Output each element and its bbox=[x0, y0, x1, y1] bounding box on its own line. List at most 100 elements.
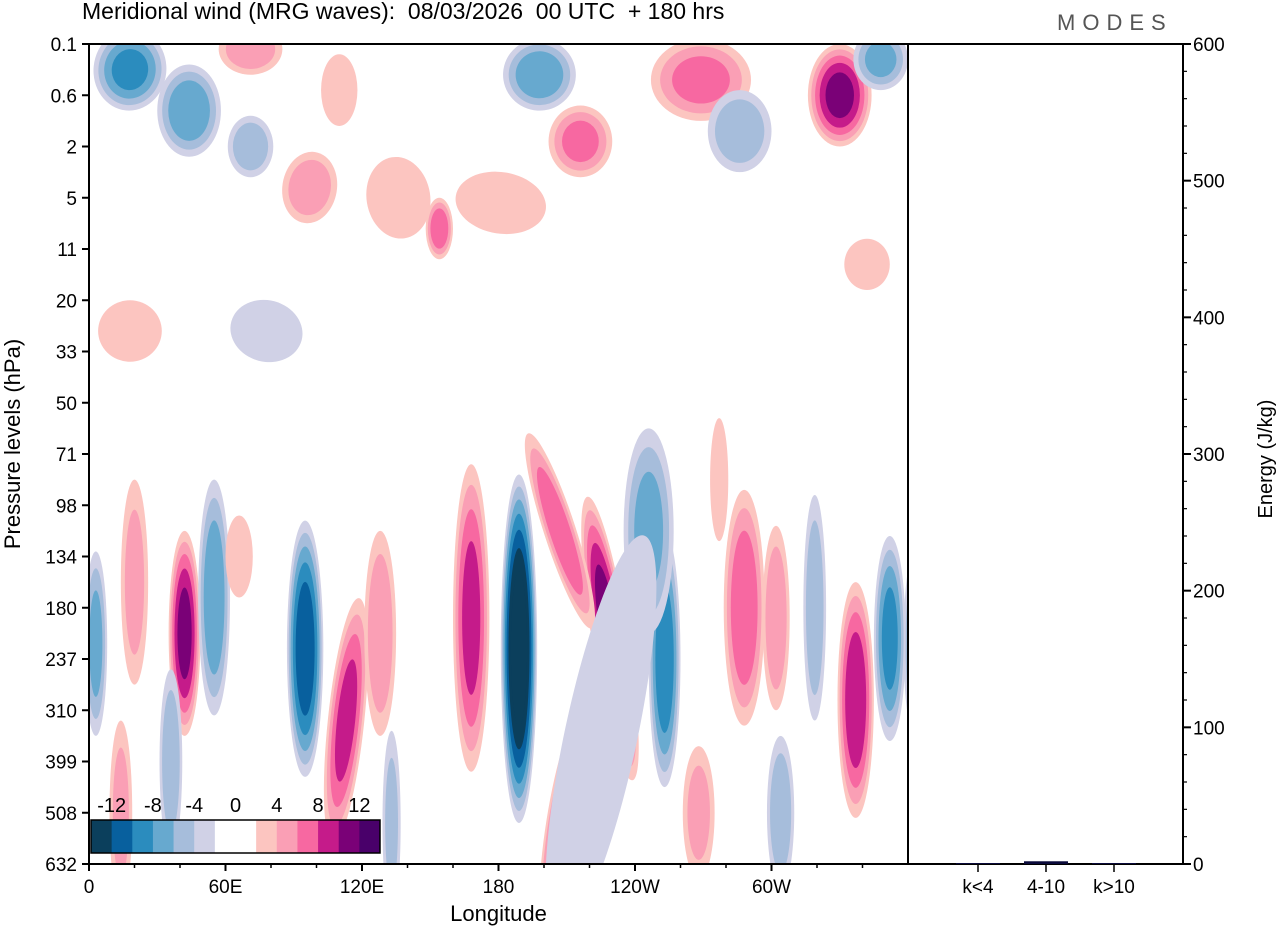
contour-fill bbox=[98, 300, 162, 362]
contour-fill bbox=[288, 159, 332, 216]
contour-fill bbox=[908, 590, 921, 697]
contour-fill bbox=[430, 208, 449, 249]
contour-fill bbox=[928, 721, 951, 906]
contour-fill bbox=[730, 530, 758, 685]
contour-fill bbox=[232, 122, 269, 171]
energy-tick-label: 300 bbox=[1193, 445, 1225, 466]
chart-title: Meridional wind (MRG waves): 08/03/2026 … bbox=[82, 0, 725, 24]
colorbar-swatch bbox=[214, 820, 236, 853]
contour-fill bbox=[177, 587, 192, 680]
contour-fill bbox=[923, 41, 974, 99]
contour-fill bbox=[562, 120, 599, 163]
contour-fill bbox=[26, 632, 47, 768]
colorbar-label: -8 bbox=[144, 795, 162, 817]
y-tick-label: 134 bbox=[45, 548, 77, 569]
contour-fill bbox=[844, 238, 890, 290]
contour-fill bbox=[881, 587, 898, 690]
contour-fill bbox=[805, 520, 824, 696]
colorbar-swatch bbox=[297, 820, 319, 853]
colorbar-swatch bbox=[132, 820, 154, 853]
colorbar-swatch bbox=[91, 820, 113, 853]
contour-fill bbox=[917, 300, 981, 362]
x-tick-label: 60W bbox=[752, 877, 791, 898]
contour-fill bbox=[940, 480, 967, 685]
colorbar-label: 12 bbox=[348, 795, 370, 817]
y-tick-label: 71 bbox=[56, 445, 77, 466]
colorbar-swatch bbox=[235, 820, 257, 853]
contour-field bbox=[0, 29, 1016, 906]
contour-fill bbox=[162, 690, 180, 833]
y-axis-label: Pressure levels (hPa) bbox=[0, 339, 25, 549]
contour-fill bbox=[536, 466, 583, 595]
energy-bar bbox=[956, 863, 1000, 864]
contour-fill bbox=[687, 765, 710, 860]
contour-fill bbox=[515, 51, 564, 99]
contour-fill bbox=[510, 570, 528, 727]
contour-fill bbox=[225, 515, 253, 598]
contour-fill bbox=[334, 659, 358, 782]
contour-fill bbox=[0, 56, 45, 135]
contour-fill bbox=[124, 509, 145, 655]
y-tick-label: 237 bbox=[45, 650, 77, 671]
contour-fill bbox=[845, 631, 867, 769]
energy-axis-label: Energy (J/kg) bbox=[1255, 400, 1277, 519]
energy-bar bbox=[1092, 863, 1136, 864]
colorbar-frame bbox=[90, 819, 381, 854]
contour-fill bbox=[462, 541, 481, 695]
y-tick-label: 50 bbox=[56, 394, 77, 415]
x-axis-label: Longitude bbox=[450, 901, 547, 926]
energy-tick-label: 600 bbox=[1193, 35, 1225, 56]
contour-fill bbox=[714, 99, 765, 163]
contour-fill bbox=[1, 63, 41, 128]
contour-fill bbox=[979, 669, 1002, 854]
contour-fill bbox=[931, 49, 967, 90]
contour-fill bbox=[991, 554, 1016, 713]
y-tick-label: 399 bbox=[45, 753, 77, 774]
colorbar-swatch bbox=[359, 820, 381, 853]
colorbar-swatch bbox=[318, 820, 340, 853]
contour-fill bbox=[996, 588, 1010, 680]
energy-tick-label: 100 bbox=[1193, 718, 1225, 739]
contour-fill bbox=[230, 299, 303, 363]
contour-fill bbox=[825, 72, 854, 119]
y-tick-label: 0.6 bbox=[51, 86, 77, 107]
x-tick-label: 120W bbox=[610, 877, 660, 898]
y-tick-label: 508 bbox=[45, 804, 77, 825]
contour-fill bbox=[367, 553, 393, 713]
y-tick-label: 98 bbox=[56, 496, 77, 517]
contour-fill bbox=[89, 590, 103, 697]
contour-fill bbox=[455, 171, 546, 235]
contour-fill bbox=[993, 569, 1013, 699]
colorbar-swatch bbox=[194, 820, 216, 853]
contour-fill bbox=[913, 29, 986, 111]
energy-bar bbox=[1024, 861, 1068, 864]
y-tick-label: 11 bbox=[57, 240, 77, 261]
bar-x-label: k>10 bbox=[1093, 877, 1135, 898]
y-tick-label: 632 bbox=[45, 855, 77, 876]
bar-panel-frame bbox=[907, 43, 1184, 865]
y-tick-label: 0.1 bbox=[51, 35, 77, 56]
energy-tick-label: 0 bbox=[1193, 855, 1204, 876]
x-tick-label: 0 bbox=[84, 877, 95, 898]
colorbar-label: 0 bbox=[230, 795, 241, 817]
energy-tick-label: 400 bbox=[1193, 308, 1225, 329]
contour-fill bbox=[981, 690, 999, 833]
colorbar-label: 4 bbox=[271, 795, 282, 817]
contour-fill bbox=[932, 748, 948, 878]
colorbar-swatch bbox=[173, 820, 195, 853]
contour-fill bbox=[672, 56, 730, 104]
contour-fill bbox=[111, 49, 149, 91]
colorbar-swatch bbox=[276, 820, 298, 853]
colorbar-swatch bbox=[256, 820, 278, 853]
contour-fill bbox=[864, 44, 897, 78]
contour-fill bbox=[765, 546, 787, 690]
y-tick-label: 310 bbox=[45, 701, 77, 722]
y-tick-label: 20 bbox=[56, 291, 77, 312]
colorbar-swatch bbox=[111, 820, 133, 853]
contour-fill bbox=[203, 520, 225, 675]
contour-fill bbox=[366, 156, 431, 239]
colorbar-label: -4 bbox=[185, 795, 203, 817]
x-tick-label: 180 bbox=[483, 877, 515, 898]
